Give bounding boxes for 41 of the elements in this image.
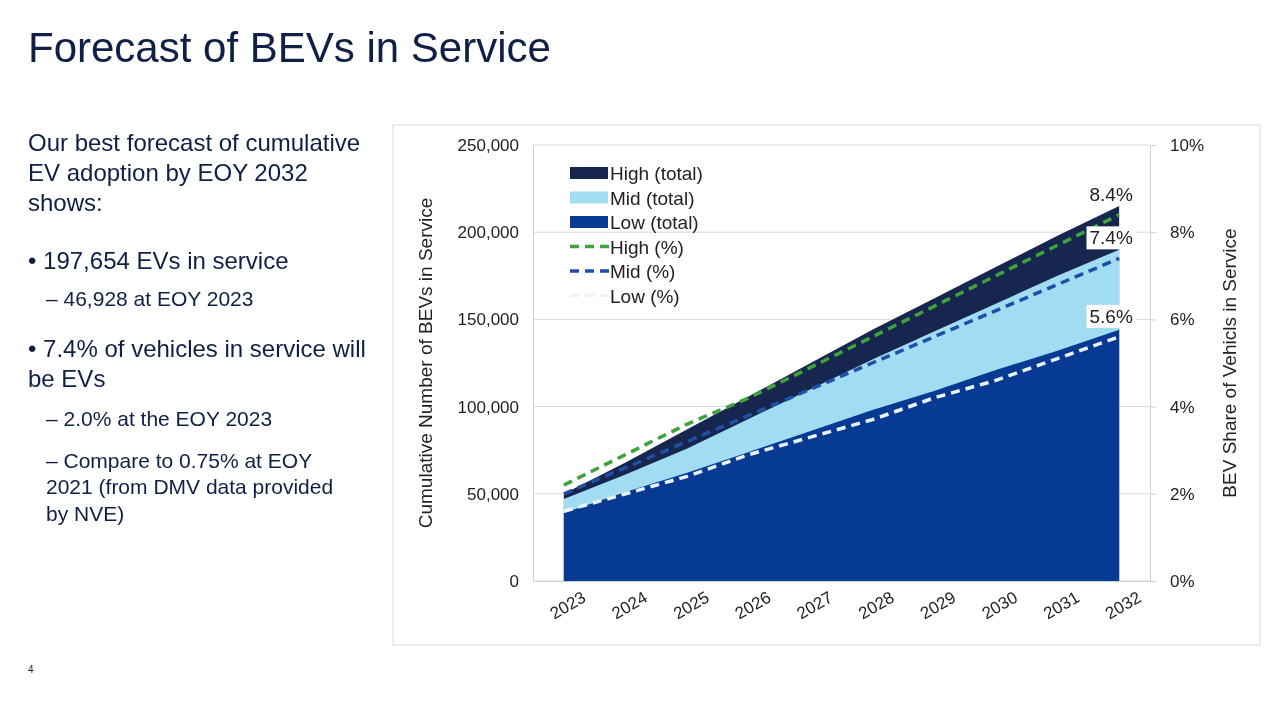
x-tick-label: 2027 — [793, 587, 836, 624]
x-tick-label: 2028 — [855, 587, 898, 624]
legend-label: Mid (%) — [610, 261, 676, 282]
legend-label: High (%) — [610, 236, 684, 258]
y2-tick-label: 6% — [1170, 310, 1195, 330]
y2-tick-label: 4% — [1170, 397, 1195, 417]
legend-label: Mid (total) — [610, 187, 695, 209]
data-label: 5.6% — [1089, 305, 1133, 327]
y2-axis-title: BEV Share of Vehicls in Service — [1219, 228, 1240, 498]
x-tick-label: 2024 — [608, 587, 651, 624]
text: Our best forecast of cumulative EV adoption by EOY 2032 shows: — [28, 128, 362, 218]
legend-label: High (total) — [610, 163, 703, 184]
legend-label: Low (%) — [610, 285, 680, 307]
chart-title: Forecast of BEVs in Service — [28, 24, 551, 71]
x-tick-label: 2032 — [1102, 587, 1145, 624]
y-tick-label: 50,000 — [467, 484, 519, 504]
x-tick-label: 2031 — [1040, 587, 1083, 624]
x-tick-label: 2023 — [546, 587, 590, 624]
y2-tick-label: 8% — [1170, 223, 1195, 243]
x-tick-label: 2030 — [978, 587, 1021, 624]
text: • 197,654 EVs in service — [28, 246, 290, 276]
y2-tick-label: 2% — [1170, 484, 1195, 504]
data-label: 8.4% — [1089, 183, 1133, 205]
y-tick-label: 200,000 — [457, 223, 519, 243]
text: • 7.4% of vehicles in service will be EVs — [28, 334, 367, 394]
x-tick-label: 2025 — [670, 587, 713, 624]
text: – Compare to 0.75% at EOY 2021 (from DMV data provided by NVE) — [46, 448, 335, 527]
x-tick-label: 2029 — [916, 587, 960, 624]
y2-tick-label: 10% — [1170, 135, 1205, 155]
text: 4 — [28, 664, 35, 677]
y-tick-label: 100,000 — [457, 397, 519, 417]
y-tick-label: 150,000 — [457, 310, 519, 330]
y-tick-label: 250,000 — [457, 135, 519, 155]
text: – 46,928 at EOY 2023 — [46, 286, 255, 312]
data-label: 7.4% — [1089, 227, 1133, 249]
y-tick-label: 0 — [509, 571, 519, 591]
y-axis-title: Cumulative Number of BEVs in Service — [415, 197, 436, 529]
legend-label: Low (total) — [610, 212, 699, 233]
x-tick-label: 2026 — [731, 587, 775, 624]
y2-tick-label: 0% — [1170, 571, 1195, 591]
text: – 2.0% at the EOY 2023 — [46, 406, 274, 432]
